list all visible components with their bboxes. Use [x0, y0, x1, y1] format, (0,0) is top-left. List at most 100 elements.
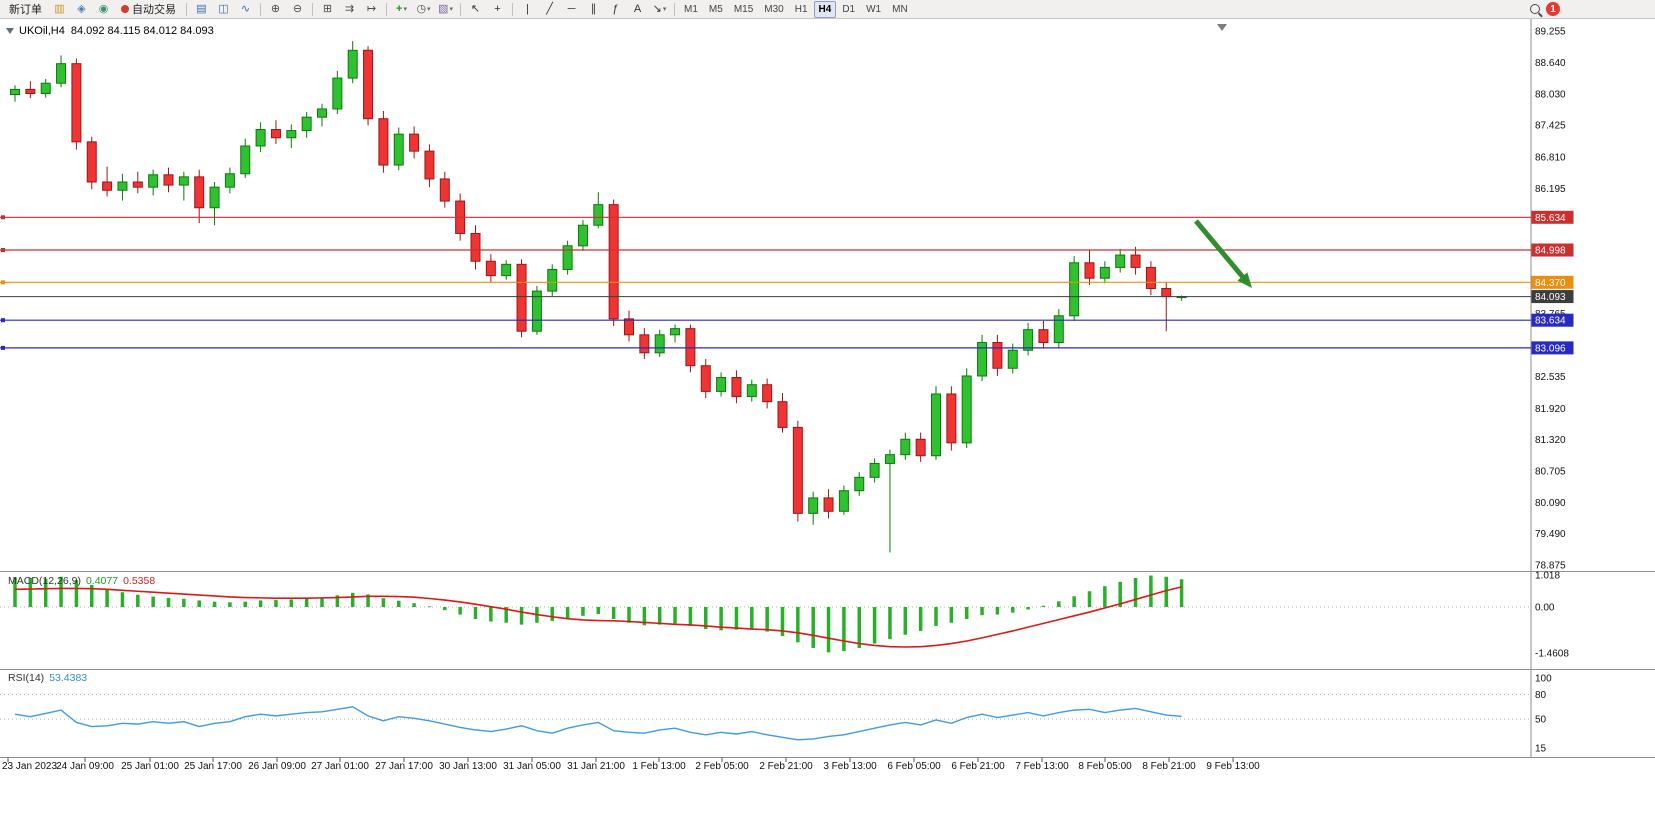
macd-histogram-bar [1087, 591, 1092, 607]
macd-histogram-bar [427, 606, 432, 608]
ohlc-values: 84.092 84.115 84.012 84.093 [70, 25, 214, 37]
fibonacci-icon[interactable]: ƒ [605, 0, 626, 18]
trend-arrow-shaft[interactable] [1194, 219, 1247, 281]
auto-scroll-icon[interactable]: ⇉ [339, 0, 360, 18]
candlestick-chart-icon[interactable]: ◫ [213, 0, 234, 18]
one-click-trading-toggle-icon[interactable] [6, 28, 14, 35]
tile-windows-icon-glyph: ⊞ [322, 2, 333, 15]
timeframe-m30[interactable]: M30 [764, 3, 784, 15]
macd-histogram-bar [611, 607, 616, 619]
macd-histogram-bar [13, 577, 17, 607]
timeframe-mn[interactable]: MN [892, 3, 908, 15]
arrows-tool-icon-dropdown[interactable]: ▾ [662, 6, 667, 13]
zoom-out-icon-glyph: ⊖ [292, 2, 303, 15]
candle-body [86, 141, 97, 183]
macd-histogram-bar [489, 607, 493, 622]
candle-body [209, 186, 220, 209]
time-axis-label: 2 Feb 21:00 [759, 761, 813, 772]
periods-icon-dropdown[interactable]: ▾ [427, 6, 431, 13]
candle-body [869, 462, 880, 478]
macd-histogram-bar [136, 594, 140, 607]
candle-body [132, 181, 143, 188]
macd-histogram-bar [43, 578, 48, 607]
vertical-line-icon[interactable]: | [517, 0, 538, 18]
toolbar-separator [460, 2, 461, 16]
text-tool-icon[interactable]: A [627, 0, 648, 18]
macd-histogram-bar [918, 607, 923, 631]
periods-icon-glyph: ◷ [416, 2, 427, 15]
macd-histogram-bar [780, 607, 785, 636]
price-axis-tick: 78.875 [1535, 561, 1566, 572]
horizontal-line-icon[interactable]: ─ [561, 0, 582, 18]
equidistant-channel-icon-glyph: ∥ [590, 2, 597, 15]
chart-shift-icon[interactable]: ↦ [361, 0, 382, 18]
market-watch-icon[interactable]: ▥ [49, 0, 70, 18]
bar-chart-icon[interactable]: ▤ [191, 0, 212, 18]
time-axis-label: 6 Feb 21:00 [951, 761, 1005, 772]
macd-histogram-bar [243, 601, 247, 607]
macd-histogram-bar [1011, 607, 1015, 613]
periods-icon[interactable]: ◷ ▾ [413, 0, 434, 18]
candle-body [1145, 266, 1156, 290]
timeframe-h4[interactable]: H4 [813, 0, 837, 18]
autotrading-button[interactable]: 自动交易 [115, 0, 182, 18]
crosshair-icon[interactable]: + [487, 0, 508, 18]
zoom-in-icon-glyph: ⊕ [270, 2, 281, 15]
candle-body [992, 342, 1003, 369]
timeframe-m15[interactable]: M15 [733, 3, 754, 15]
candle-body [946, 393, 957, 444]
toolbar-separator [312, 2, 313, 16]
cursor-icon[interactable]: ↖ [465, 0, 486, 18]
rsi-label: RSI(14) 53.4383 [8, 672, 87, 684]
macd-histogram-bar [765, 607, 769, 632]
macd-histogram-bar [1164, 576, 1168, 607]
macd-histogram-bar [1149, 575, 1153, 607]
timeframe-d1[interactable]: D1 [842, 3, 856, 15]
price-badge [1531, 290, 1574, 304]
price-badge [1531, 341, 1574, 355]
indicators-add-icon-dropdown[interactable]: ▾ [403, 6, 407, 13]
toolbar-separator [260, 2, 261, 16]
macd-histogram-bar [105, 589, 109, 607]
candle-body [823, 497, 834, 512]
arrows-tool-icon[interactable]: ↘ ▾ [649, 0, 670, 18]
templates-icon[interactable]: ▧ ▾ [435, 0, 456, 18]
rsi-line [14, 706, 1182, 741]
notification-badge[interactable]: 1 [1546, 2, 1560, 16]
candle-body [240, 145, 251, 175]
navigator-icon[interactable]: ◈ [71, 0, 92, 18]
candle-body [347, 49, 358, 79]
macd-histogram-bar [949, 607, 954, 623]
chart-shift-icon-glyph: ↦ [366, 2, 377, 15]
macd-histogram-bar [59, 576, 63, 607]
zoom-in-icon[interactable]: ⊕ [265, 0, 286, 18]
candle-body [593, 204, 604, 226]
tile-windows-icon[interactable]: ⊞ [317, 0, 338, 18]
trendline-icon[interactable]: ╱ [539, 0, 560, 18]
macd-histogram-bar [289, 599, 294, 607]
price-badge [1531, 313, 1574, 327]
macd-histogram-bar [320, 597, 324, 607]
new-order-button[interactable]: 新订单 [3, 0, 48, 18]
price-axis-tick: 82.535 [1535, 372, 1566, 383]
timeframe-group: M1 M5 M15 M30 H1 H4 D1 W1 MN [679, 0, 913, 18]
line-chart-icon[interactable]: ∿ [235, 0, 256, 18]
timeframe-m5[interactable]: M5 [708, 3, 723, 15]
time-axis-label: 24 Jan 09:00 [56, 761, 114, 772]
zoom-out-icon[interactable]: ⊖ [287, 0, 308, 18]
chart-shift-marker[interactable] [1217, 24, 1227, 31]
timeframe-m1[interactable]: M1 [684, 3, 698, 15]
new-order-button-label: 新订单 [9, 4, 42, 16]
trend-arrow-head[interactable] [1237, 272, 1252, 288]
arrows-tool-icon-glyph: ↘ [652, 2, 662, 15]
search-icon[interactable] [1524, 0, 1545, 18]
timeframe-w1[interactable]: W1 [866, 3, 882, 15]
timeframe-h1[interactable]: H1 [794, 3, 808, 15]
terminal-icon-glyph: ◉ [98, 2, 109, 15]
terminal-icon[interactable]: ◉ [93, 0, 114, 18]
templates-icon-dropdown[interactable]: ▾ [449, 6, 453, 13]
macd-histogram-bar [1103, 586, 1107, 607]
indicators-add-icon[interactable]: + ▾ [391, 0, 412, 18]
equidistant-channel-icon[interactable]: ∥ [583, 0, 604, 18]
